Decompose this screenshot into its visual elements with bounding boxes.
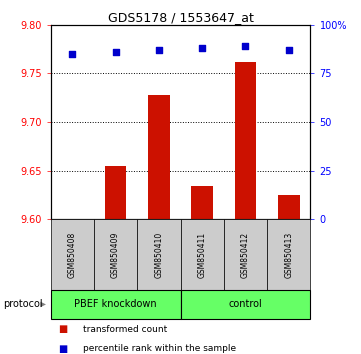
Text: GDS5178 / 1553647_at: GDS5178 / 1553647_at: [108, 11, 253, 24]
Text: ■: ■: [58, 324, 67, 334]
Point: [113, 49, 118, 55]
Text: GSM850410: GSM850410: [155, 232, 163, 278]
Text: PBEF knockdown: PBEF knockdown: [74, 299, 157, 309]
Bar: [61, 218, 83, 219]
Point: [243, 44, 248, 49]
Text: percentile rank within the sample: percentile rank within the sample: [83, 344, 236, 353]
Text: GSM850412: GSM850412: [241, 232, 250, 278]
Bar: [191, 186, 213, 219]
Point: [156, 47, 162, 53]
Text: GSM850409: GSM850409: [111, 232, 120, 278]
Text: GSM850411: GSM850411: [198, 232, 206, 278]
Bar: [105, 166, 126, 219]
Bar: [235, 62, 256, 219]
Point: [199, 45, 205, 51]
Point: [69, 51, 75, 57]
Bar: [278, 195, 300, 219]
Bar: [148, 95, 170, 219]
Text: ■: ■: [58, 344, 67, 354]
Text: GSM850408: GSM850408: [68, 232, 77, 278]
Text: control: control: [229, 299, 262, 309]
Text: transformed count: transformed count: [83, 325, 167, 334]
Point: [286, 47, 292, 53]
Text: protocol: protocol: [4, 299, 43, 309]
Text: GSM850413: GSM850413: [284, 232, 293, 278]
